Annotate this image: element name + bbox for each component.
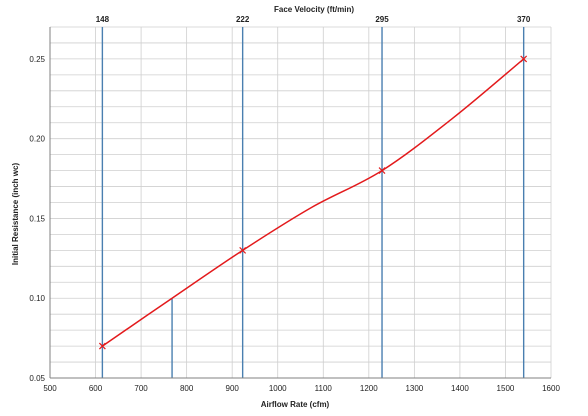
- series-line: [101, 58, 525, 347]
- top-axis-title: Face Velocity (ft/min): [274, 5, 354, 14]
- top-tick-label: 148: [96, 15, 110, 24]
- y-tick-label: 0.05: [29, 374, 45, 383]
- x-tick-label: 1000: [269, 384, 287, 393]
- data-point: [520, 55, 528, 63]
- y-tick-label: 0.25: [29, 55, 45, 64]
- x-tick-label: 900: [226, 384, 240, 393]
- x-tick-label: 1100: [315, 384, 333, 393]
- y-tick-label: 0.15: [29, 214, 45, 223]
- x-tick-label: 1500: [497, 384, 515, 393]
- x-tick-label: 1600: [542, 384, 560, 393]
- x-tick-label: 800: [180, 384, 194, 393]
- series: [98, 55, 528, 350]
- x-axis-title: Airflow Rate (cfm): [261, 400, 330, 409]
- x-tick-labels: 500 600 700 800 900 1000 1100 1200 1300 1400 1500 1…: [43, 384, 560, 393]
- x-tick-label: 600: [89, 384, 103, 393]
- data-point: [239, 246, 247, 254]
- y-tick-label: 0.20: [29, 135, 45, 144]
- data-point: [98, 342, 106, 350]
- y-tick-labels: 0.05 0.10 0.15 0.20 0.25: [29, 55, 45, 383]
- point-marker-stroke: [239, 246, 247, 254]
- y-tick-label: 0.10: [29, 294, 45, 303]
- point-marker-stroke: [520, 55, 528, 63]
- x-tick-label: 1200: [360, 384, 378, 393]
- point-marker-stroke: [98, 342, 106, 350]
- point-marker-stroke: [378, 167, 386, 175]
- data-point: [378, 167, 386, 175]
- horizontal-gridlines: [50, 26, 551, 379]
- axes: [49, 27, 551, 379]
- top-tick-label: 370: [517, 15, 531, 24]
- x-tick-label: 1300: [405, 384, 423, 393]
- x-tick-label: 500: [43, 384, 57, 393]
- x-tick-label: 1400: [451, 384, 469, 393]
- x-tick-label: 700: [134, 384, 148, 393]
- top-tick-labels: 148 222 295 370: [96, 15, 531, 24]
- top-tick-label: 295: [375, 15, 389, 24]
- top-tick-label: 222: [236, 15, 250, 24]
- y-axis-title: Initial Resistance (inch wc): [11, 163, 20, 266]
- face-velocity-lines: [101, 27, 525, 378]
